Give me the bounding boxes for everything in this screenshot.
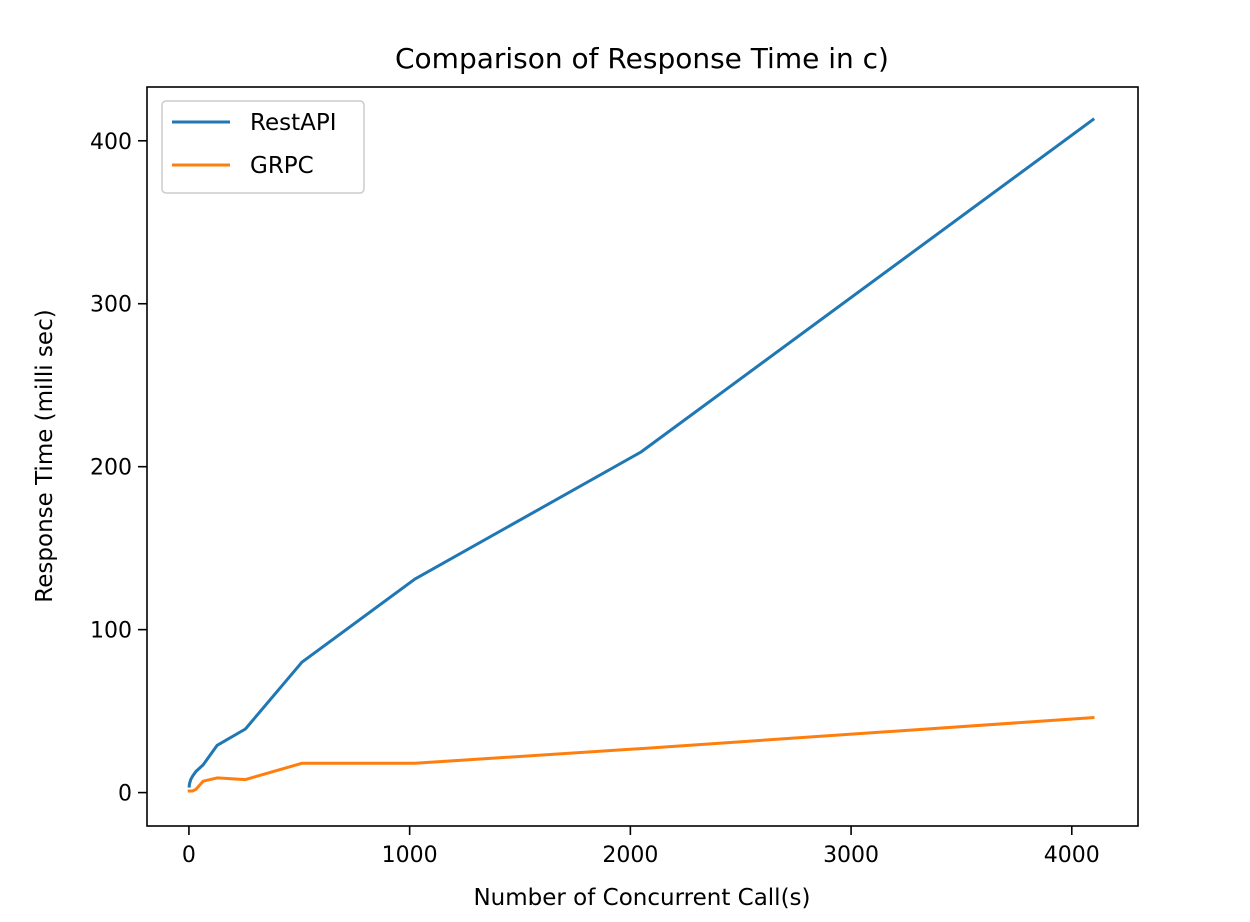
legend-label-grpc: GRPC xyxy=(250,153,314,179)
legend-label-restapi: RestAPI xyxy=(250,110,337,136)
x-tick-label: 2000 xyxy=(602,843,658,868)
x-axis-title: Number of Concurrent Call(s) xyxy=(473,885,810,911)
series-line-restapi xyxy=(187,117,1096,788)
y-axis-title: Response Time (milli sec) xyxy=(32,309,58,602)
x-axis: 0 1000 2000 3000 4000 xyxy=(182,826,1100,868)
legend-box xyxy=(161,100,365,194)
chart-title: Comparison of Response Time in c) xyxy=(395,42,889,75)
y-axis: 0 100 200 300 400 xyxy=(90,130,147,807)
x-tick-label: 4000 xyxy=(1044,843,1100,868)
x-tick-label: 0 xyxy=(182,843,196,868)
x-tick-label: 1000 xyxy=(382,843,438,868)
y-tick-label: 400 xyxy=(90,130,132,155)
plot-series xyxy=(187,117,1096,793)
y-tick-label: 0 xyxy=(118,782,132,807)
plot-frame xyxy=(146,86,1139,827)
series-line-grpc xyxy=(187,716,1095,793)
y-tick-label: 100 xyxy=(90,619,132,644)
y-tick-label: 200 xyxy=(90,456,132,481)
x-tick-label: 3000 xyxy=(823,843,879,868)
legend: RestAPI GRPC xyxy=(161,100,365,194)
y-tick-label: 300 xyxy=(90,293,132,318)
